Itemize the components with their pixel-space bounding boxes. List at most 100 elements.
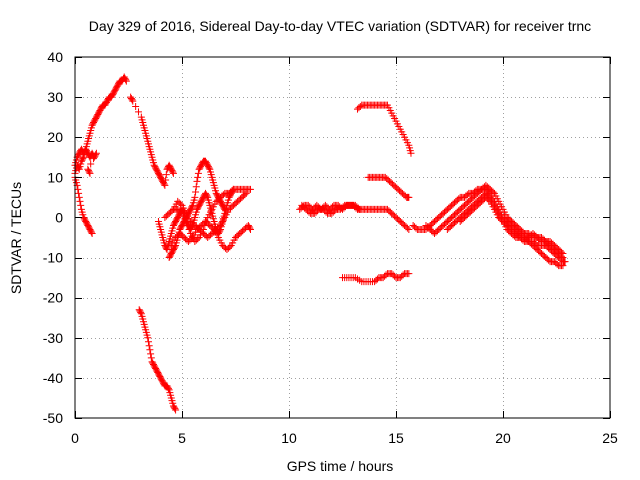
data-point	[405, 225, 413, 233]
x-tick-label: 10	[281, 430, 297, 446]
data-point	[354, 204, 362, 212]
data-point	[391, 272, 399, 280]
data-point	[87, 228, 95, 236]
data-point	[341, 203, 349, 211]
data-point	[241, 191, 249, 199]
data-point	[160, 180, 168, 188]
data-point	[228, 187, 236, 195]
data-point	[407, 149, 415, 157]
data-point	[193, 177, 201, 185]
data-point	[356, 205, 364, 213]
data-point	[122, 77, 130, 85]
data-point	[75, 193, 83, 201]
data-point	[510, 232, 518, 240]
data-point	[122, 76, 130, 84]
data-point	[162, 171, 170, 179]
x-tick-label: 5	[178, 430, 186, 446]
data-point	[557, 252, 565, 260]
data-point	[194, 169, 202, 177]
x-tick-label: 25	[602, 430, 618, 446]
data-point	[164, 385, 172, 393]
data-point	[129, 97, 137, 105]
data-point	[561, 258, 569, 266]
data-point	[246, 185, 254, 193]
y-tick-labels: -50 -40 -30 -20 -10 0 10 20 30 40	[43, 49, 63, 426]
data-point	[77, 201, 85, 209]
data-point	[498, 216, 506, 224]
data-point	[171, 243, 179, 251]
data-point	[145, 342, 153, 350]
data-point	[403, 224, 411, 232]
data-point	[455, 195, 463, 203]
data-point	[187, 235, 195, 243]
x-tick-label: 20	[495, 430, 511, 446]
data-point	[194, 173, 202, 181]
data-point	[184, 221, 192, 229]
data-point	[246, 225, 254, 233]
data-point	[226, 243, 234, 251]
data-point	[86, 169, 94, 177]
data-point	[242, 189, 250, 197]
data-point	[192, 183, 200, 191]
axis-ticks	[75, 57, 611, 419]
data-point	[405, 193, 413, 201]
y-tick-label: -30	[43, 330, 63, 346]
data-point	[219, 191, 227, 199]
data-point	[192, 188, 200, 196]
data-point	[88, 229, 96, 237]
data-point	[75, 189, 83, 197]
data-point	[412, 224, 420, 232]
data-point	[92, 151, 100, 159]
data-point	[485, 196, 493, 204]
y-tick-label: 20	[47, 129, 63, 145]
y-tick-label: -40	[43, 370, 63, 386]
data-point	[171, 405, 179, 413]
data-point	[162, 176, 170, 184]
data-point	[463, 191, 471, 199]
data-point	[322, 208, 330, 216]
y-tick-label: -50	[43, 410, 63, 426]
data-point	[356, 102, 364, 110]
data-point	[132, 102, 140, 110]
data-point	[144, 334, 152, 342]
data-point	[532, 240, 540, 248]
y-tick-label: 10	[47, 169, 63, 185]
chart-title: Day 329 of 2016, Sidereal Day-to-day VTE…	[89, 18, 591, 34]
data-point	[74, 185, 82, 193]
data-point	[331, 207, 339, 215]
data-point	[188, 203, 196, 211]
data-point	[85, 168, 93, 176]
data-point	[128, 96, 136, 104]
data-point	[169, 168, 177, 176]
data-point	[177, 208, 185, 216]
data-point	[553, 260, 561, 268]
data-point	[168, 207, 176, 215]
data-point	[185, 225, 193, 233]
y-tick-label: -10	[43, 250, 63, 266]
x-tick-labels: 0 5 10 15 20 25	[71, 430, 618, 446]
data-point	[299, 203, 307, 211]
data-point	[194, 235, 202, 243]
data-point	[162, 244, 170, 252]
data-point	[382, 271, 390, 279]
y-tick-label: 0	[55, 209, 63, 225]
data-point	[79, 155, 87, 163]
data-point	[373, 275, 381, 283]
data-point	[90, 155, 98, 163]
x-axis-title: GPS time / hours	[287, 458, 394, 474]
data-point	[559, 254, 567, 262]
data-point	[144, 338, 152, 346]
x-tick-label: 15	[388, 430, 404, 446]
data-point	[405, 270, 413, 278]
data-point	[191, 193, 199, 201]
data-point	[137, 308, 145, 316]
y-tick-label: 30	[47, 89, 63, 105]
data-point	[147, 350, 155, 358]
data-point	[476, 187, 484, 195]
data-point	[545, 256, 553, 264]
plot-frame	[74, 56, 611, 419]
data-point	[215, 223, 223, 231]
data-point	[305, 208, 313, 216]
data-point	[536, 236, 544, 244]
